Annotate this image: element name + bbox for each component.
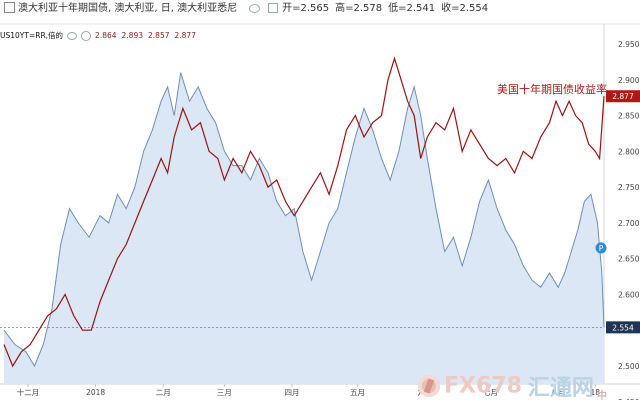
fx678-logo-icon <box>418 375 440 397</box>
chart-header: 澳大利亚十年期国债, 澳大利亚, 日, 澳大利亚悉尼 开=2.565 高=2.578… <box>0 0 640 18</box>
x-tick-label: 十二月 <box>17 387 40 397</box>
watermark-brand: FX678 <box>444 373 522 399</box>
watermark-small: 中 <box>596 391 607 402</box>
y-tick-label: 2.600 <box>618 290 640 299</box>
y-tick-label: 2.700 <box>618 219 640 228</box>
us-price-tag-label: 2.877 <box>612 92 634 101</box>
x-tick-label: 2018 <box>86 388 105 397</box>
x-tick-label: 八月 <box>551 388 566 397</box>
ohlc-values: 开=2.565 高=2.578 低=2.541 收=2.554 <box>282 3 494 14</box>
watermark: FX678 汇通网中 <box>418 370 607 402</box>
event-badge[interactable] <box>595 242 607 254</box>
compare-close: 2.877 <box>174 31 196 40</box>
y-tick-label: 2.800 <box>618 147 640 156</box>
close-value: 收=2.554 <box>441 3 489 14</box>
eye-icon[interactable] <box>249 3 261 13</box>
y-tick-label-partial: 2.450 <box>618 398 640 400</box>
x-tick-label: 18 <box>590 388 600 397</box>
x-tick-label: 五月 <box>350 388 365 397</box>
y-tick-label: 2.850 <box>618 112 640 121</box>
us-series-annotation: 美国十年期国债收益率 <box>497 82 607 96</box>
us-10y-line[interactable] <box>3 56 605 368</box>
compare-gear-icon[interactable] <box>81 31 92 41</box>
aus-price-tag <box>606 321 640 334</box>
y-tick-label: 2.950 <box>618 40 640 49</box>
settings-icon[interactable] <box>268 3 279 13</box>
compare-eye-icon[interactable] <box>67 32 78 40</box>
y-tick-label: 2.500 <box>618 362 640 371</box>
x-tick-label: 四月 <box>285 388 300 397</box>
compare-high: 2.893 <box>121 31 144 40</box>
y-tick-label: 2.900 <box>618 76 640 85</box>
aus-10y-line[interactable] <box>3 72 605 368</box>
x-tick-label: 七月 <box>483 388 498 397</box>
watermark-cn: 汇通网 <box>527 376 594 401</box>
compare-values: 2.864 2.893 2.857 2.877 <box>95 31 201 40</box>
low-value: 低=2.541 <box>388 3 436 14</box>
compare-symbol: US10YT=RR, <box>0 31 49 40</box>
compare-open: 2.864 <box>95 31 117 40</box>
compare-legend: US10YT=RR,倍的 2.864 2.893 2.857 2.877 <box>0 30 201 42</box>
y-tick-label: 2.650 <box>618 255 640 264</box>
collapse-icon[interactable] <box>4 1 15 13</box>
aus-price-tag-label: 2.554 <box>612 323 634 332</box>
y-tick-label: 2.750 <box>618 183 640 192</box>
aus-10y-area <box>4 72 604 384</box>
x-tick-label: 三月 <box>217 388 232 397</box>
high-value: 高=2.578 <box>335 3 383 14</box>
compare-low: 2.857 <box>148 31 170 40</box>
compare-mode[interactable]: 倍的 <box>48 31 64 40</box>
x-tick-label: 二月 <box>156 388 171 397</box>
open-value: 开=2.565 <box>282 3 330 14</box>
event-badge-label: P <box>599 244 604 253</box>
us-price-tag <box>606 90 640 103</box>
chart-title: 澳大利亚十年期国债, 澳大利亚, 日, 澳大利亚悉尼 <box>18 3 238 14</box>
